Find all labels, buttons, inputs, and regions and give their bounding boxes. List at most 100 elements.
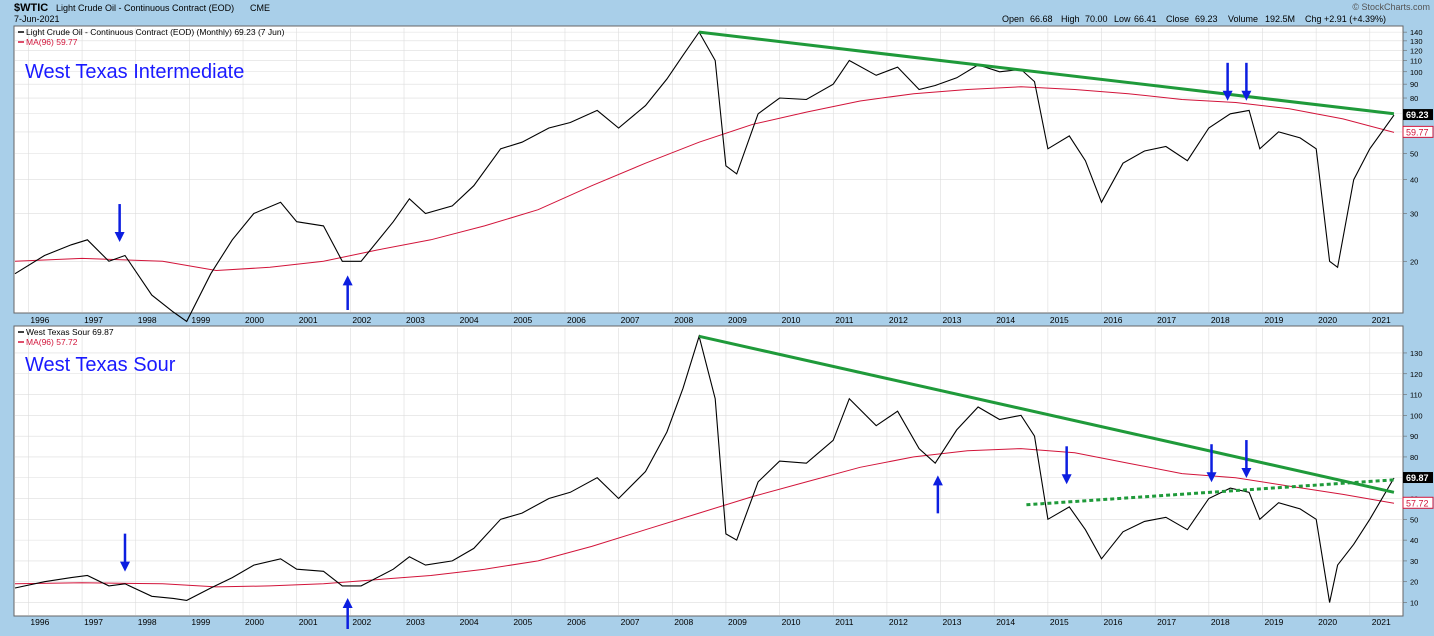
tag-top-ma-text: 59.77 — [1406, 127, 1429, 137]
x-tick-label: 2002 — [352, 315, 371, 325]
x-tick-label: 2004 — [460, 315, 479, 325]
x-tick-label: 1997 — [84, 315, 103, 325]
x-tick-label: 2020 — [1318, 315, 1337, 325]
x-tick-label: 2017 — [1157, 315, 1176, 325]
y-tick-label: 30 — [1410, 557, 1418, 566]
x-tick-label: 2019 — [1264, 315, 1283, 325]
panel-bottom-tags: 69.87 57.72 — [1402, 472, 1434, 509]
y-tick-label: 120 — [1410, 370, 1423, 379]
y-tick-label: 110 — [1410, 391, 1422, 400]
x-tick-label: 2001 — [299, 315, 318, 325]
y-tick-label: 130 — [1410, 349, 1423, 358]
x-tick-label: 2010 — [782, 315, 801, 325]
y-tick-label: 30 — [1410, 210, 1418, 219]
panel-bottom-price-layer — [14, 334, 1395, 603]
tag-bottom-ma-text: 57.72 — [1406, 498, 1429, 508]
y-tick-label: 90 — [1410, 80, 1418, 89]
x-tick-label: 1998 — [138, 617, 157, 627]
panel-bottom-legend-ma: MA(96) 57.72 — [26, 337, 78, 347]
y-tick-label: 100 — [1410, 411, 1423, 420]
ma-line — [14, 86, 1395, 272]
arrow-up-icon — [342, 598, 353, 609]
arrow-down-icon — [1206, 472, 1217, 483]
x-tick-label: 2003 — [406, 617, 425, 627]
tag-top-ma-box — [1402, 125, 1434, 138]
panel-top: 2030405060708090100110120130140 Light Cr… — [13, 25, 1434, 323]
arrow-down-icon — [1241, 468, 1252, 479]
x-tick-label: 1998 — [138, 315, 157, 325]
panel-top-price-layer — [14, 31, 1395, 323]
x-tick-label: 2019 — [1264, 617, 1283, 627]
x-tick-label: 2014 — [996, 617, 1015, 627]
x-tick-label: 2012 — [889, 617, 908, 627]
arrow-down-icon — [114, 232, 125, 243]
x-tick-label: 2012 — [889, 315, 908, 325]
panel-bottom-trend-layer — [698, 334, 1395, 507]
y-tick-label: 120 — [1410, 46, 1423, 55]
x-tick-label: 2011 — [835, 617, 854, 627]
y-tick-label: 80 — [1410, 453, 1418, 462]
x-tick-label: 2005 — [513, 617, 532, 627]
quote-high-label: High — [1061, 14, 1080, 24]
quote-chg-value: +2.91 (+4.39%) — [1324, 14, 1386, 24]
panel-top-ma-layer — [14, 86, 1395, 272]
x-tick-label: 2008 — [674, 315, 693, 325]
x-tick-label: 1997 — [84, 617, 103, 627]
quote-close-value: 69.23 — [1195, 14, 1218, 24]
x-tick-label: 2016 — [1104, 617, 1123, 627]
tag-bottom-ma-box — [1402, 496, 1434, 509]
quote-open-label: Open — [1002, 14, 1024, 24]
x-tick-label: 2018 — [1211, 315, 1230, 325]
panel-bottom: 102030405060708090100110120130 West Texa… — [13, 325, 1434, 629]
quote-volume-value: 192.5M — [1265, 14, 1295, 24]
y-tick-label: 80 — [1410, 94, 1418, 103]
tag-top-price-text: 69.23 — [1406, 110, 1429, 120]
ma-line — [14, 448, 1395, 588]
arrow-up-icon — [932, 475, 943, 486]
panel-top-label: West Texas Intermediate — [25, 61, 244, 83]
y-tick-label: 40 — [1410, 536, 1418, 545]
x-tick-label: 1996 — [30, 315, 49, 325]
y-tick-label: 50 — [1410, 149, 1418, 158]
trendline — [698, 334, 1395, 494]
x-tick-label: 2009 — [728, 315, 747, 325]
x-tick-label: 2013 — [943, 617, 962, 627]
y-tick-label: 40 — [1410, 176, 1418, 185]
y-tick-label: 10 — [1410, 599, 1418, 608]
symbol-label: $WTIC — [14, 2, 48, 14]
x-tick-label: 2010 — [782, 617, 801, 627]
arrow-down-icon — [1241, 90, 1252, 101]
panel-top-legend-ma: MA(96) 59.77 — [26, 37, 78, 47]
y-tick-label: 20 — [1410, 578, 1418, 587]
y-tick-label: 110 — [1410, 57, 1422, 66]
x-tick-label: 2006 — [567, 315, 586, 325]
panel-top-plot — [13, 25, 1404, 314]
price-line — [14, 31, 1395, 323]
quote-chg-label: Chg — [1305, 14, 1322, 24]
quote-open-value: 66.68 — [1030, 14, 1053, 24]
tag-top-price-box — [1403, 109, 1433, 121]
quote-high-value: 70.00 — [1085, 14, 1108, 24]
x-tick-label: 2000 — [245, 315, 264, 325]
price-line — [14, 334, 1395, 603]
x-tick-label: 2000 — [245, 617, 264, 627]
x-tick-label: 1999 — [191, 315, 210, 325]
panel-bottom-plot — [13, 325, 1404, 617]
panel-bottom-label: West Texas Sour — [25, 354, 176, 376]
x-tick-label: 2021 — [1372, 617, 1391, 627]
watermark: © StockCharts.com — [1352, 2, 1430, 12]
arrow-down-icon — [1222, 90, 1233, 101]
x-tick-label: 2018 — [1211, 617, 1230, 627]
arrow-down-icon — [1061, 474, 1072, 485]
dotted-trendline — [1026, 478, 1395, 507]
tag-bottom-price-text: 69.87 — [1406, 473, 1429, 483]
trendline — [698, 30, 1395, 116]
panel-top-trend-layer — [698, 30, 1395, 116]
arrow-down-icon — [119, 561, 130, 572]
tag-bottom-price-box — [1403, 472, 1433, 484]
x-tick-label: 2002 — [352, 617, 371, 627]
arrow-up-icon — [342, 275, 353, 286]
x-tick-label: 2011 — [835, 315, 854, 325]
